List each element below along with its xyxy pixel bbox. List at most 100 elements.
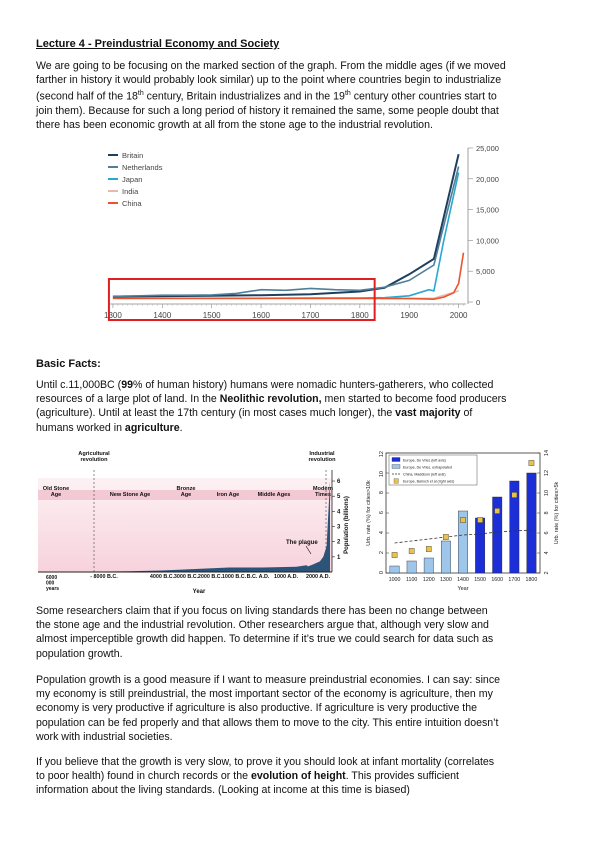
legend-swatch — [391, 464, 401, 469]
x-tick-label: B.C. A.D. — [247, 574, 270, 580]
facts-paragraph: Until c.11,000BC (99% of human history) … — [36, 379, 507, 434]
series-line-netherlands — [112, 166, 460, 298]
highlight-box — [107, 278, 376, 321]
x-tick-label: - 8000 B.C. — [90, 574, 118, 580]
x-tick-label: 1600 — [252, 311, 270, 320]
intro-line: there has been economic growth at all fr… — [36, 119, 433, 132]
bar — [492, 496, 503, 574]
legend-swatch — [391, 457, 401, 462]
intro-line: join them). Because for such a long peri… — [36, 105, 499, 118]
y-right-tick-label: 2 — [544, 571, 550, 574]
legend-label: Europe, De Vries, extrapolated — [403, 466, 452, 470]
bairoch-point — [494, 508, 501, 514]
x-tick-label: 1800 — [351, 311, 369, 320]
x-tick-label: 1700 — [508, 577, 520, 583]
legend-label: Japan — [122, 175, 142, 184]
x-tick-label: 1000 A.D. — [274, 574, 299, 580]
y-right-axis-label: Urb. rate (%) for cities>5k — [554, 482, 560, 545]
x-tick-label: 1400 — [153, 311, 171, 320]
bairoch-point — [528, 460, 535, 466]
y-left-tick-label: 6 — [379, 511, 385, 514]
bar — [475, 517, 486, 574]
era-label: Modern Times — [313, 486, 334, 498]
bar — [458, 510, 468, 574]
x-tick-label: 1600 — [491, 577, 503, 583]
x-tick-label: 1400 — [457, 577, 469, 583]
x-tick-label: 6000 000 years — [46, 575, 59, 592]
y-tick-label: 5,000 — [476, 267, 495, 276]
plague-annotation: The plague — [286, 540, 318, 546]
y-left-tick-label: 8 — [379, 491, 385, 494]
y-tick-label: 3 — [337, 525, 341, 531]
y-tick-label: 4 — [337, 509, 341, 515]
x-tick-label: 2000 B.C. — [198, 574, 223, 580]
intro-paragraph: We are going to be focusing on the marke… — [36, 59, 569, 133]
legend-label: China, Maddison (left axis) — [403, 473, 446, 477]
bairoch-point — [460, 517, 466, 523]
series-line-china — [112, 252, 465, 301]
x-tick-label: 1700 — [302, 311, 320, 320]
population-growth-paragraph: Population growth is a good measure if I… — [36, 674, 501, 743]
bairoch-point — [443, 534, 449, 540]
era-label: Middle Ages — [258, 492, 291, 498]
bar — [389, 565, 400, 574]
y-tick-label: 6 — [337, 479, 341, 485]
y-left-tick-label: 0 — [379, 571, 385, 574]
bairoch-point — [511, 492, 518, 498]
era-label: Bronze Age — [177, 486, 196, 498]
bar — [423, 557, 434, 574]
bairoch-point — [408, 548, 415, 554]
ind-label: Industrial revolution — [308, 451, 336, 463]
bar — [509, 480, 520, 574]
lecture-title: Lecture 4 - Preindustrial Economy and So… — [36, 38, 280, 50]
y-tick-label: 1 — [337, 555, 341, 561]
bairoch-point — [477, 517, 483, 523]
y-tick-label: 2 — [337, 540, 341, 546]
bar — [526, 472, 537, 574]
x-tick-label: 4000 B.C. — [150, 574, 175, 580]
x-tick-label: 1000 — [389, 577, 401, 583]
x-tick-label: 1000 B.C. — [222, 574, 247, 580]
y-right-tick-label: 10 — [544, 490, 550, 496]
intro-line: We are going to be focusing on the marke… — [36, 60, 506, 72]
intro-line: farther in history it would probably loo… — [36, 74, 502, 87]
x-tick-label: 1500 — [203, 311, 221, 320]
population-history-chart: Old Stone Age New Stone Age Bronze Age Iron A… — [38, 451, 350, 595]
y-axis-label: Population (billions) — [344, 496, 350, 554]
x-tick-label: 1100 — [406, 577, 417, 583]
x-tick-label: 1800 — [526, 577, 538, 583]
legend-swatch — [393, 478, 399, 484]
y-left-tick-label: 4 — [379, 531, 385, 534]
era-label: Old Stone Age — [43, 486, 69, 498]
era-label: Iron Age — [217, 492, 239, 498]
agri-label: Agricultural revolution — [78, 451, 110, 463]
y-right-tick-label: 8 — [544, 511, 550, 514]
y-tick-label: 10,000 — [476, 236, 499, 245]
gdp-line-chart: 1300 1400 1500 1600 1700 1800 1900 2000 0 5,000 10… — [104, 144, 499, 321]
basic-facts-heading: Basic Facts: — [36, 358, 101, 370]
china-line — [394, 529, 532, 544]
x-tick-label: 2000 — [450, 311, 468, 320]
height-evidence-paragraph: If you believe that the growth is very s… — [36, 756, 495, 797]
era-band — [38, 490, 332, 500]
x-tick-label: 1500 — [474, 577, 486, 583]
x-axis-label: Year — [457, 586, 468, 592]
x-tick-label: 1200 — [423, 577, 435, 583]
x-tick-label: 1900 — [400, 311, 418, 320]
legend-label: India — [122, 187, 139, 196]
bar — [440, 540, 451, 574]
bairoch-point — [425, 546, 432, 552]
series-line-britain — [112, 153, 460, 298]
x-tick-label: 1300 — [440, 577, 452, 583]
x-tick-label: 2000 A.D. — [306, 574, 331, 580]
y-tick-label: 5 — [337, 494, 341, 500]
x-tick-label: 1300 — [104, 311, 122, 320]
y-tick-label: 15,000 — [476, 206, 499, 215]
bar — [406, 560, 417, 574]
plague-pointer — [305, 545, 312, 555]
bairoch-point — [391, 552, 398, 558]
y-tick-label: 25,000 — [476, 144, 499, 153]
legend-box — [388, 454, 478, 486]
y-right-tick-label: 6 — [544, 531, 550, 534]
